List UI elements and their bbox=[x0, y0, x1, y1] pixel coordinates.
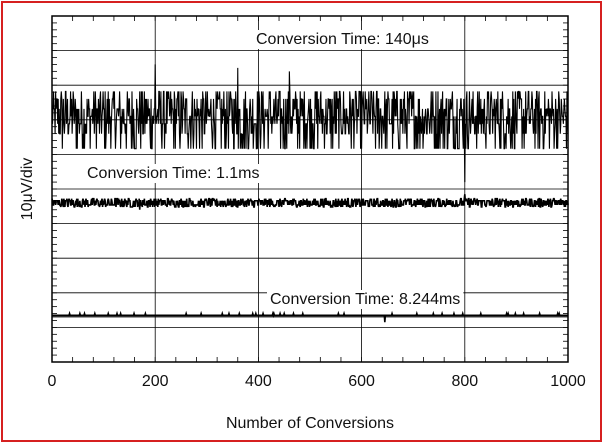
series-trace-1 bbox=[51, 64, 569, 183]
x-tick-label: 200 bbox=[142, 373, 169, 390]
x-axis-label: Number of Conversions bbox=[226, 415, 394, 432]
x-tick-label: 600 bbox=[348, 373, 375, 390]
grid-lines bbox=[51, 15, 569, 363]
x-tick-label: 0 bbox=[48, 373, 57, 390]
series-traces bbox=[51, 64, 569, 323]
series-label-background bbox=[253, 30, 432, 49]
series-label-background bbox=[267, 290, 464, 309]
x-tick-label: 800 bbox=[451, 373, 478, 390]
series-label-1: Conversion Time: 140μs bbox=[256, 31, 429, 48]
series-trace-3 bbox=[52, 310, 568, 323]
series-trace-2 bbox=[51, 194, 569, 210]
figure-frame bbox=[1, 1, 602, 442]
y-axis-label: 10μV/div bbox=[19, 158, 36, 221]
series-label-3: Conversion Time: 8.244ms bbox=[270, 291, 460, 308]
x-tick-label: 1000 bbox=[550, 373, 586, 390]
plot-area-border bbox=[51, 15, 569, 363]
series-label-2: Conversion Time: 1.1ms bbox=[87, 165, 260, 182]
series-label-background bbox=[84, 164, 263, 183]
series-labels: Conversion Time: 140μs Conversion Time: 1… bbox=[84, 30, 464, 309]
x-tick-labels: 0 200 400 600 800 1000 bbox=[48, 373, 586, 390]
x-tick-label: 400 bbox=[245, 373, 272, 390]
